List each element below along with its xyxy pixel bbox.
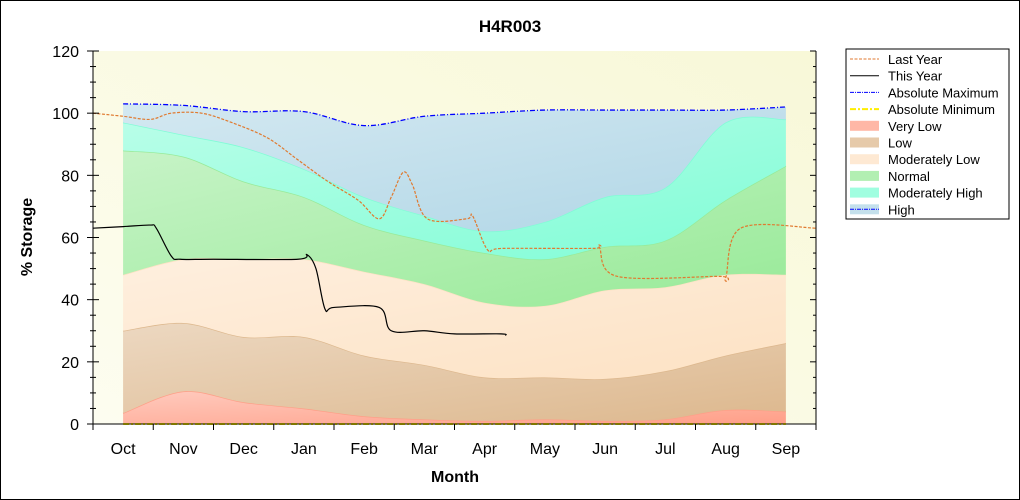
- legend-label-very-low: Very Low: [888, 119, 942, 134]
- legend-swatch-moderately-high: [850, 187, 879, 198]
- y-tick-label: 80: [61, 168, 79, 185]
- band-high-shade: [123, 103, 786, 232]
- legend-label-moderately-high: Moderately High: [888, 186, 983, 201]
- y-tick-label: 20: [61, 355, 79, 372]
- legend-swatch-normal: [850, 170, 879, 181]
- x-tick-label: Nov: [169, 441, 197, 458]
- x-tick-label: Dec: [229, 441, 257, 458]
- y-tick-label: 120: [52, 44, 79, 61]
- band-moderately-low-shade: [123, 258, 786, 380]
- legend-label-high: High: [888, 202, 915, 217]
- legend-label-moderately-low: Moderately Low: [888, 152, 980, 167]
- x-tick-label: Sep: [772, 441, 801, 458]
- legend-swatch-low: [850, 137, 879, 148]
- x-tick-label: Oct: [111, 441, 136, 458]
- legend-label-normal: Normal: [888, 169, 930, 184]
- legend-label-absolute-maximum: Absolute Maximum: [888, 85, 999, 100]
- x-tick-label: Apr: [472, 441, 498, 458]
- y-tick-label: 0: [70, 417, 79, 434]
- y-tick-label: 40: [61, 293, 79, 310]
- x-tick-label: Mar: [411, 441, 439, 458]
- legend-label-last-year: Last Year: [888, 52, 943, 67]
- x-tick-label: May: [530, 441, 560, 458]
- x-axis-title: Month: [431, 469, 479, 486]
- x-tick-label: Aug: [711, 441, 739, 458]
- y-axis-title: % Storage: [19, 198, 36, 276]
- band-very-low-shade: [123, 391, 786, 424]
- legend-label-absolute-minimum: Absolute Minimum: [888, 102, 995, 117]
- y-tick-label: 60: [61, 231, 79, 248]
- x-tick-label: Jan: [291, 441, 317, 458]
- band-normal-shade: [123, 150, 786, 307]
- legend-swatch-moderately-low: [850, 154, 879, 165]
- y-tick-label: 100: [52, 106, 79, 123]
- chart-title: H4R003: [479, 17, 541, 36]
- x-tick-label: Jun: [592, 441, 618, 458]
- series-absolute-maximum: [123, 103, 786, 127]
- x-tick-label: Feb: [350, 441, 378, 458]
- legend-swatch-very-low: [850, 120, 879, 131]
- series-this-year: [92, 224, 507, 337]
- legend-label-low: Low: [888, 136, 912, 151]
- legend-label-this-year: This Year: [888, 69, 943, 84]
- x-tick-label: Jul: [655, 441, 675, 458]
- band-moderately-high-shade: [123, 116, 786, 260]
